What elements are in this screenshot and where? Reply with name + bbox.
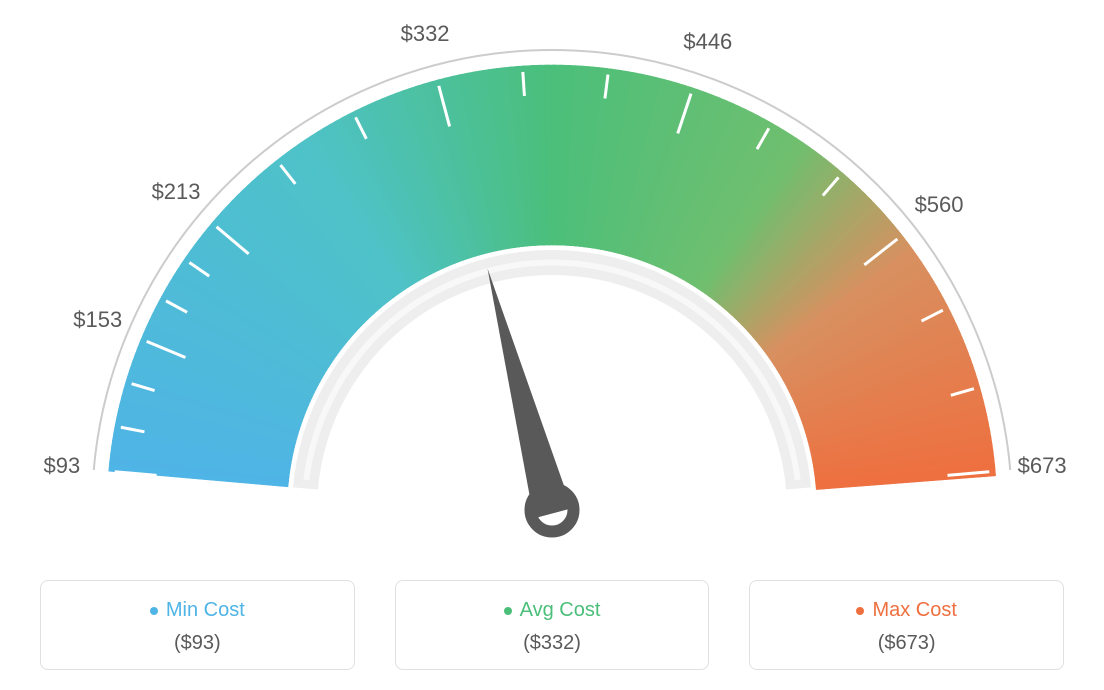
legend-card-max: Max Cost ($673) xyxy=(749,580,1064,670)
gauge-tick-label: $673 xyxy=(1012,453,1072,479)
cost-gauge: $93 $153 $213 $332 $446 $560 $673 xyxy=(0,0,1104,560)
gauge-tick-label: $93 xyxy=(32,453,92,479)
gauge-tick-label: $213 xyxy=(146,179,206,205)
legend-value: ($332) xyxy=(396,632,709,655)
legend-card-avg: Avg Cost ($332) xyxy=(395,580,710,670)
legend-title-text: Min Cost xyxy=(166,599,245,622)
gauge-tick-label: $153 xyxy=(68,307,128,333)
legend-value: ($673) xyxy=(750,632,1063,655)
legend-value: ($93) xyxy=(41,632,354,655)
legend-card-min: Min Cost ($93) xyxy=(40,580,355,670)
legend-dot-icon xyxy=(504,607,512,615)
legend-dot-icon xyxy=(856,607,864,615)
legend-title: Max Cost xyxy=(856,599,956,622)
gauge-svg xyxy=(0,0,1104,560)
gauge-tick-label: $446 xyxy=(678,29,738,55)
gauge-needle xyxy=(488,268,572,518)
legend-title: Min Cost xyxy=(150,599,245,622)
legend-title-text: Max Cost xyxy=(872,599,956,622)
legend-row: Min Cost ($93) Avg Cost ($332) Max Cost ($673… xyxy=(0,580,1104,670)
legend-title: Avg Cost xyxy=(504,599,601,622)
gauge-tick-label: $560 xyxy=(909,192,969,218)
gauge-tick-label: $332 xyxy=(395,21,455,47)
legend-dot-icon xyxy=(150,607,158,615)
gauge-color-band xyxy=(109,65,996,490)
legend-title-text: Avg Cost xyxy=(520,599,601,622)
